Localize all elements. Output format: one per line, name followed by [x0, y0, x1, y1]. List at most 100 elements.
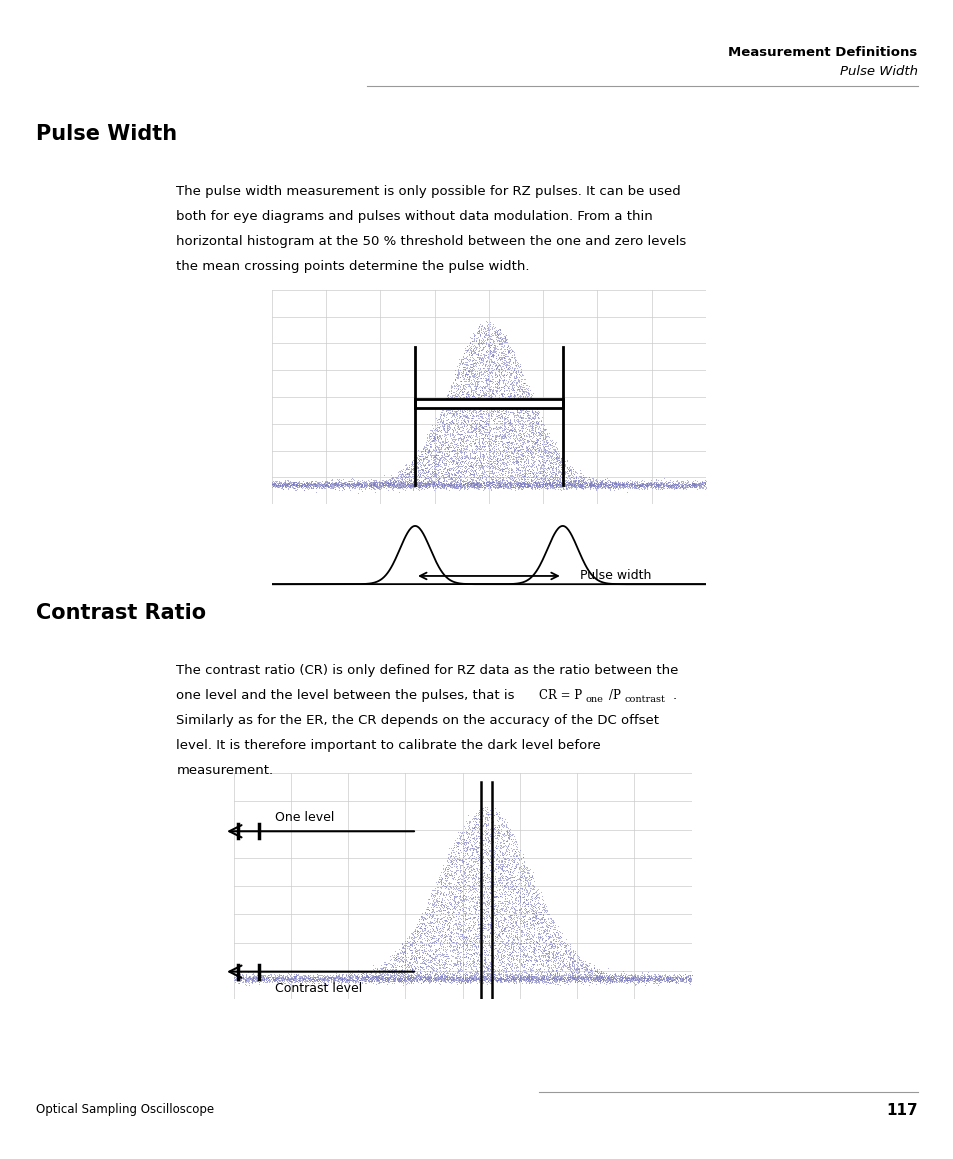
- Point: [401, 936, 416, 955]
- Point: [437, 402, 453, 421]
- Point: [641, 967, 657, 985]
- Point: [462, 449, 477, 467]
- Point: [500, 479, 516, 497]
- Point: [323, 969, 338, 987]
- Point: [376, 970, 392, 989]
- Point: [460, 887, 476, 905]
- Point: [469, 478, 484, 496]
- Point: [490, 857, 505, 875]
- Point: [475, 444, 490, 462]
- Point: [572, 464, 587, 482]
- Point: [578, 956, 594, 975]
- Point: [533, 921, 548, 940]
- Point: [597, 475, 612, 494]
- Point: [444, 969, 459, 987]
- Point: [391, 970, 406, 989]
- Point: [499, 476, 515, 495]
- Point: [472, 478, 487, 496]
- Point: [562, 457, 578, 475]
- Point: [534, 971, 549, 990]
- Point: [585, 965, 600, 984]
- Point: [514, 414, 529, 432]
- Point: [386, 969, 401, 987]
- Point: [499, 858, 515, 876]
- Point: [625, 475, 640, 494]
- Point: [432, 873, 447, 891]
- Point: [438, 858, 454, 876]
- Point: [435, 461, 450, 480]
- Point: [519, 967, 535, 985]
- Point: [460, 845, 476, 863]
- Point: [489, 326, 504, 344]
- Point: [524, 447, 539, 466]
- Point: [425, 431, 440, 450]
- Point: [450, 474, 465, 493]
- Point: [484, 464, 499, 482]
- Point: [447, 870, 462, 889]
- Point: [540, 424, 556, 443]
- Point: [488, 950, 503, 969]
- Point: [614, 971, 629, 990]
- Point: [680, 971, 696, 990]
- Point: [510, 378, 525, 396]
- Point: [560, 958, 576, 977]
- Point: [494, 892, 509, 911]
- Point: [482, 315, 497, 334]
- Point: [515, 420, 530, 438]
- Point: [404, 930, 419, 948]
- Point: [472, 443, 487, 461]
- Point: [274, 476, 290, 495]
- Point: [462, 474, 477, 493]
- Point: [517, 881, 533, 899]
- Point: [410, 473, 425, 491]
- Point: [484, 836, 499, 854]
- Point: [472, 314, 487, 333]
- Point: [491, 474, 506, 493]
- Point: [451, 928, 466, 947]
- Point: [469, 910, 484, 928]
- Point: [467, 969, 482, 987]
- Point: [471, 901, 486, 919]
- Point: [591, 473, 606, 491]
- Point: [415, 909, 430, 927]
- Point: [462, 866, 477, 884]
- Point: [494, 924, 509, 942]
- Point: [664, 478, 679, 496]
- Point: [454, 898, 469, 917]
- Point: [485, 410, 500, 429]
- Point: [529, 901, 544, 919]
- Point: [680, 476, 696, 495]
- Point: [469, 845, 484, 863]
- Point: [478, 404, 494, 423]
- Point: [491, 476, 506, 495]
- Point: [474, 394, 489, 413]
- Point: [330, 475, 345, 494]
- Point: [381, 963, 396, 982]
- Point: [518, 880, 534, 898]
- Point: [468, 391, 483, 409]
- Point: [406, 462, 421, 481]
- Point: [474, 478, 489, 496]
- Point: [500, 933, 516, 952]
- Point: [513, 901, 528, 919]
- Point: [413, 918, 428, 936]
- Point: [413, 465, 428, 483]
- Point: [589, 475, 604, 494]
- Point: [520, 933, 536, 952]
- Point: [430, 883, 445, 902]
- Point: [429, 429, 444, 447]
- Point: [495, 888, 510, 906]
- Point: [454, 970, 469, 989]
- Point: [586, 475, 601, 494]
- Point: [504, 965, 519, 984]
- Point: [492, 444, 507, 462]
- Point: [481, 953, 497, 971]
- Point: [267, 970, 282, 989]
- Point: [550, 449, 565, 467]
- Point: [500, 843, 516, 861]
- Point: [466, 356, 481, 374]
- Point: [542, 938, 558, 956]
- Point: [270, 969, 285, 987]
- Point: [470, 913, 485, 932]
- Point: [487, 928, 502, 947]
